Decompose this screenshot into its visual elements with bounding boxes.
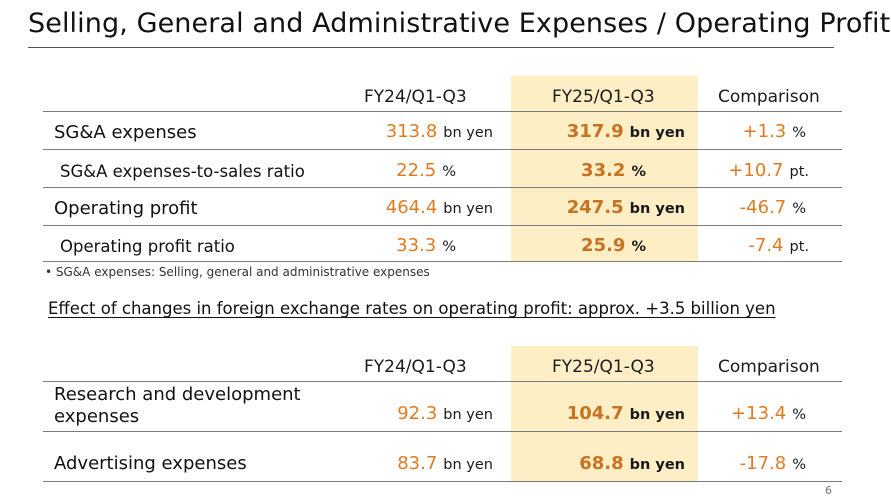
table-rule: [43, 261, 842, 262]
page-number: 6: [825, 484, 832, 497]
op-ratio-fy24: 33.3%: [396, 235, 456, 256]
sga-comparison: +1.3%: [742, 121, 807, 142]
op-ratio-fy25: 25.9%: [581, 235, 646, 256]
table-rule: [43, 481, 842, 482]
row-label-sga: SG&A expenses: [54, 122, 197, 143]
op-ratio-comparison: -7.4 pt.: [748, 235, 809, 256]
sga-ratio-fy24: 22.5%: [396, 160, 456, 181]
fy25-column-highlight: [511, 76, 698, 262]
table-rule: [43, 187, 842, 188]
op-profit-fy25: 247.5 bn yen: [566, 197, 685, 218]
t1-header-comparison: Comparison: [718, 87, 820, 107]
t2-header-fy24: FY24/Q1-Q3: [364, 357, 467, 377]
rnd-comparison: +13.4%: [731, 403, 806, 424]
sga-ratio-comparison: +10.7 pt.: [728, 160, 809, 181]
row-label-operating-profit: Operating profit: [54, 198, 198, 219]
fy25-column-highlight: [511, 346, 698, 482]
rnd-fy25: 104.7 bn yen: [566, 403, 685, 424]
page-title: Selling, General and Administrative Expe…: [28, 8, 891, 39]
table-rule: [43, 149, 842, 150]
row-label-op-profit-ratio: Operating profit ratio: [60, 237, 235, 256]
table-rule: [43, 111, 842, 112]
row-label-rnd: Research and development expenses: [54, 384, 301, 427]
fx-effect-note: Effect of changes in foreign exchange ra…: [48, 299, 776, 318]
rnd-fy24: 92.3 bn yen: [397, 403, 493, 424]
table-rule: [43, 225, 842, 226]
t2-header-comparison: Comparison: [718, 357, 820, 377]
title-divider: [28, 47, 834, 48]
sga-fy25: 317.9 bn yen: [566, 121, 685, 142]
footnote-sga: • SG&A expenses: Selling, general and ad…: [45, 265, 430, 279]
t1-header-fy24: FY24/Q1-Q3: [364, 87, 467, 107]
row-label-sga-ratio: SG&A expenses-to-sales ratio: [60, 162, 305, 181]
sga-fy24: 313.8 bn yen: [385, 121, 493, 142]
op-profit-fy24: 464.4 bn yen: [385, 197, 493, 218]
advertising-fy24: 83.7 bn yen: [397, 453, 493, 474]
t1-header-fy25: FY25/Q1-Q3: [552, 87, 655, 107]
table-rule: [43, 431, 842, 432]
sga-ratio-fy25: 33.2%: [581, 160, 646, 181]
table-rule: [43, 381, 842, 382]
t2-header-fy25: FY25/Q1-Q3: [552, 357, 655, 377]
op-profit-comparison: -46.7%: [739, 197, 806, 218]
row-label-advertising: Advertising expenses: [54, 453, 247, 474]
advertising-comparison: -17.8%: [739, 453, 806, 474]
advertising-fy25: 68.8 bn yen: [579, 453, 685, 474]
